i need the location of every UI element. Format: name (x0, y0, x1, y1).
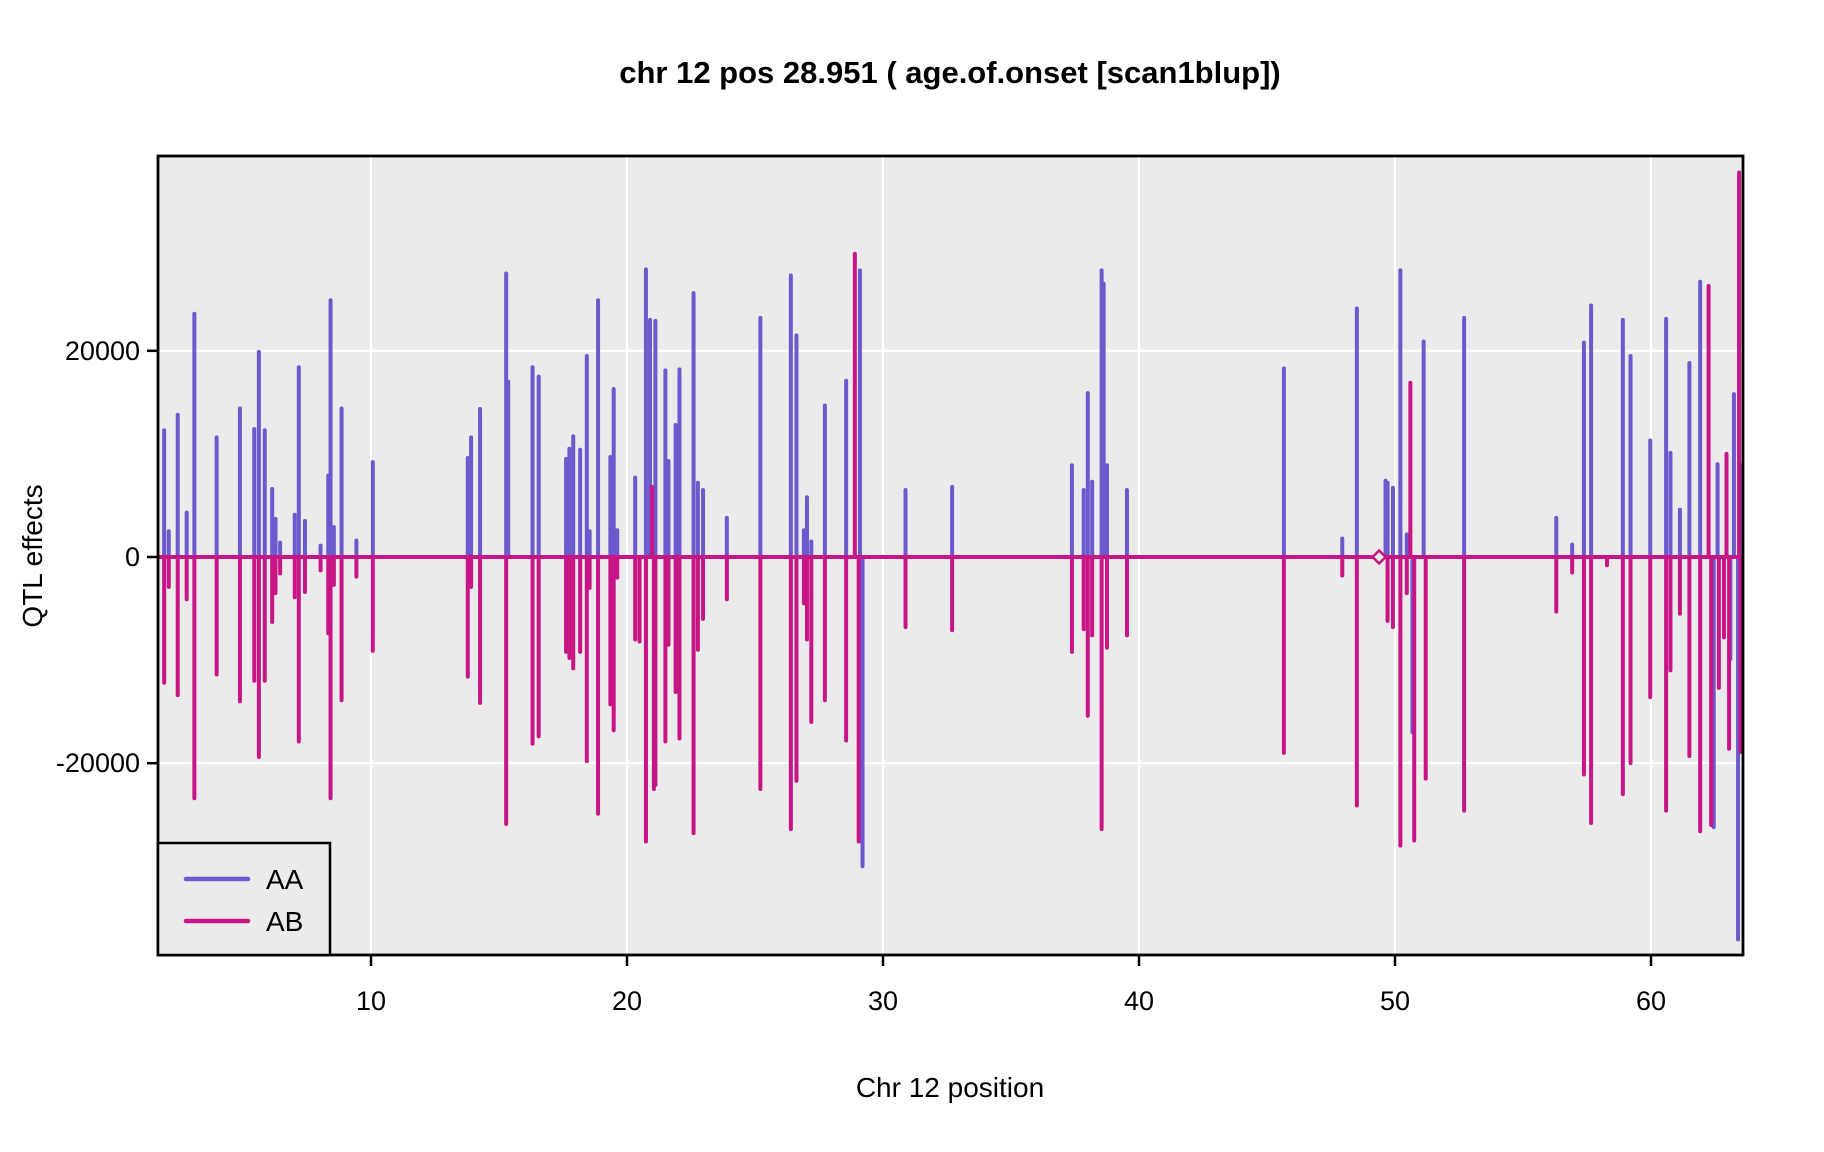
x-tick-label: 20 (612, 986, 642, 1016)
legend-label-AB: AB (266, 906, 303, 937)
y-tick-label: 20000 (65, 336, 140, 366)
axis-layer: 10 20 30 40 50 60 -20000 0 20000 (56, 336, 1666, 1016)
panel-border (156, 154, 1745, 957)
x-axis-label: Chr 12 position (856, 1072, 1044, 1103)
legend-box (156, 841, 332, 957)
x-tick-label: 40 (1124, 986, 1154, 1016)
series-AB (158, 170, 1743, 848)
x-tick-label: 60 (1636, 986, 1666, 1016)
diamond-marker-AB (1370, 548, 1388, 566)
x-tick-label: 10 (356, 986, 386, 1016)
y-axis-label: QTL effects (17, 484, 48, 627)
x-tick-label: 30 (868, 986, 898, 1016)
series-layer (158, 170, 1743, 942)
chart-title: chr 12 pos 28.951 ( age.of.onset [scan1b… (619, 55, 1281, 90)
frame-layer (156, 154, 1745, 957)
y-tick-label: -20000 (56, 748, 140, 778)
legend-label-AA: AA (266, 864, 304, 895)
x-tick-label: 50 (1380, 986, 1410, 1016)
legend: AA AB (156, 841, 332, 957)
y-tick-label: 0 (125, 542, 140, 572)
